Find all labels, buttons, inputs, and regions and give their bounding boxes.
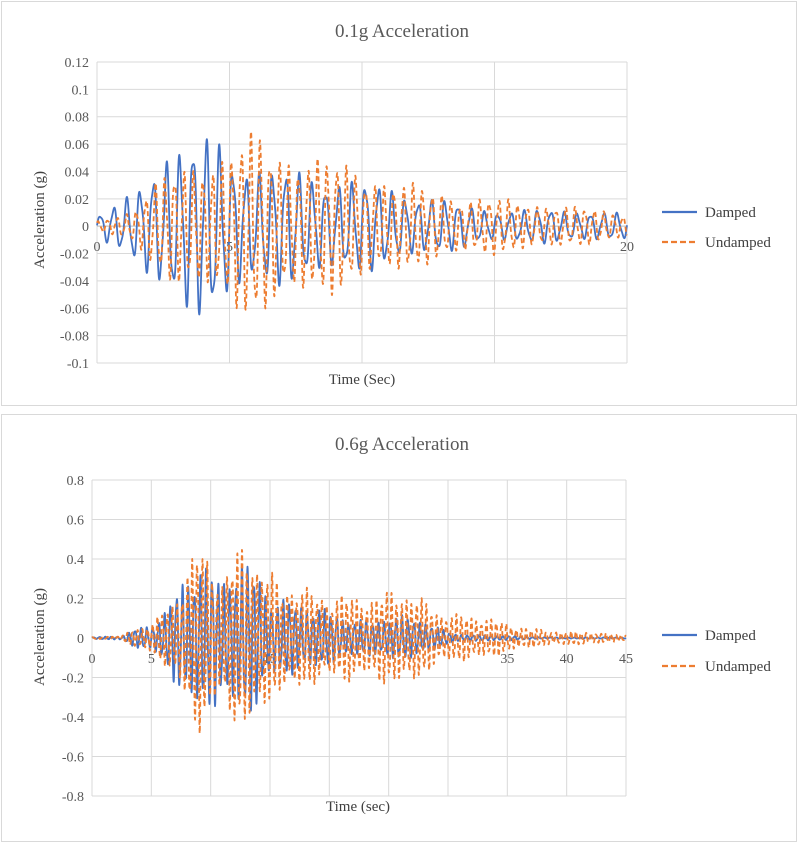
y-tick-label: -0.6 [62, 751, 84, 766]
y-tick-label: -0.06 [60, 302, 89, 317]
series-lines [96, 130, 628, 316]
y-tick-label: 0.06 [65, 138, 90, 153]
chart-title: 0.6g Acceleration [335, 434, 470, 455]
legend: Damped Undamped [662, 628, 771, 675]
y-tick-label: -0.1 [67, 357, 89, 372]
legend-label-undamped: Undamped [705, 235, 771, 251]
series-lines [91, 548, 627, 735]
legend: Damped Undamped [662, 205, 771, 251]
x-tick-label: 5 [148, 652, 155, 667]
y-tick-labels: -0.8 -0.6 -0.4 -0.2 0 0.2 0.4 0.6 0.8 [62, 474, 84, 805]
x-tick-label: 0 [94, 240, 101, 255]
y-tick-label: -0.8 [62, 790, 84, 805]
chart-0-6g-svg: 0.6g Acceleration -0.8 -0.6 -0.4 -0.2 0 0.2 0.… [32, 434, 771, 815]
legend-label-damped: Damped [705, 205, 756, 221]
y-tick-label: 0.04 [65, 165, 90, 180]
x-tick-label: 20 [620, 240, 634, 255]
x-tick-label: 40 [560, 652, 574, 667]
y-tick-label: 0.4 [67, 553, 85, 568]
y-tick-label: 0.8 [67, 474, 85, 489]
series-line-damped [91, 564, 627, 712]
y-axis-label: Acceleration (g) [32, 588, 48, 686]
y-tick-label: -0.2 [62, 672, 84, 687]
y-tick-label: -0.02 [60, 248, 89, 263]
grid-lines [91, 479, 627, 797]
x-tick-label: 0 [89, 652, 96, 667]
y-axis-label: Acceleration (g) [32, 171, 48, 269]
y-tick-label: 0.2 [67, 593, 85, 608]
y-tick-label: 0.12 [65, 56, 90, 71]
y-tick-label: -0.08 [60, 330, 89, 345]
y-tick-label: 0.08 [65, 111, 90, 126]
y-tick-label: 0.02 [65, 193, 90, 208]
chart-title: 0.1g Acceleration [335, 21, 470, 42]
x-tick-label: 45 [619, 652, 633, 667]
x-tick-label: 35 [500, 652, 514, 667]
y-tick-label: -0.04 [60, 275, 89, 290]
series-line-undamped [96, 130, 628, 311]
y-tick-label: -0.4 [62, 711, 84, 726]
legend-label-damped: Damped [705, 628, 756, 644]
y-tick-label: 0.1 [72, 83, 90, 98]
x-axis-label: Time (Sec) [329, 372, 396, 388]
y-tick-label: 0 [77, 632, 84, 647]
chart-panel-0-1g: 0.1g Acceleration -0.1 -0.08 -0.06 -0.04 -0.… [1, 1, 797, 406]
chart-panel-0-6g: 0.6g Acceleration -0.8 -0.6 -0.4 -0.2 0 0.2 0.… [1, 414, 797, 842]
x-axis-label: Time (sec) [326, 799, 390, 815]
y-tick-label: 0 [82, 220, 89, 235]
y-tick-labels: -0.1 -0.08 -0.06 -0.04 -0.02 0 0.02 0.04 0.06 0.0… [60, 56, 89, 372]
series-line-undamped [91, 548, 627, 735]
legend-label-undamped: Undamped [705, 659, 771, 675]
chart-0-1g-svg: 0.1g Acceleration -0.1-0.08-0.06-0.04-0.… [32, 21, 771, 388]
y-tick-label: 0.6 [67, 514, 85, 529]
